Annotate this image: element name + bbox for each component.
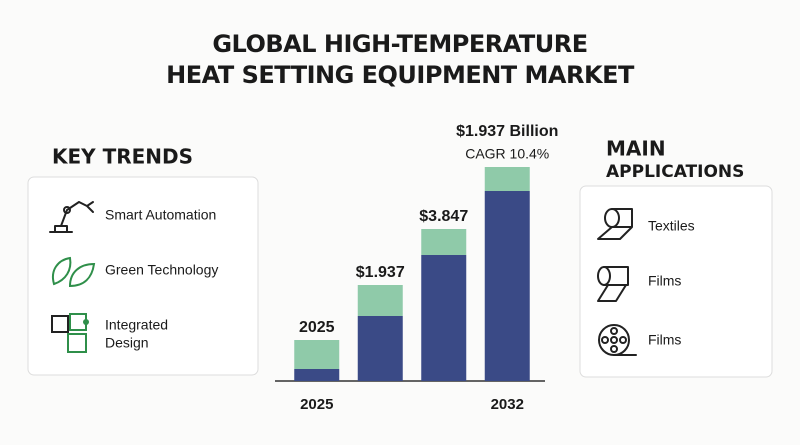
trend-label: Smart Automation (105, 207, 216, 223)
trend-label: Design (105, 335, 149, 351)
application-label: Textiles (648, 218, 695, 234)
trend-label: Green Technology (105, 262, 218, 278)
application-label: Films (648, 273, 681, 289)
title-line: HEAT SETTING EQUIPMENT MARKET (166, 61, 635, 89)
fabric-roll-icon (597, 208, 633, 240)
x-tick-label: 2025 (300, 396, 333, 413)
bar-segment (484, 167, 530, 191)
bar-segment (421, 255, 467, 381)
puzzle-icon (51, 313, 89, 353)
bar-segment (357, 316, 403, 381)
bar-label: $1.937 (356, 264, 405, 281)
bar-label: $3.847 (419, 208, 468, 225)
x-tick-label: 2032 (491, 396, 524, 413)
bar-segment (294, 340, 340, 369)
film-roll-icon (597, 266, 629, 302)
section-title: MAIN (606, 137, 666, 161)
bar-segment (484, 191, 530, 381)
trend-label: Integrated (105, 317, 168, 333)
bar-segment (357, 285, 403, 316)
bar-label: $1.937 Billion (456, 123, 558, 140)
title-line: GLOBAL HIGH-TEMPERATURE (212, 30, 587, 58)
section-title: APPLICATIONS (606, 162, 744, 182)
bar-segment (294, 369, 340, 381)
section-title: KEY TRENDS (52, 145, 193, 169)
film-reel-icon (598, 324, 637, 356)
application-label: Films (648, 332, 681, 348)
bar-label: CAGR 10.4% (465, 146, 549, 162)
leaf-icon (52, 256, 96, 288)
robot-icon (49, 201, 94, 233)
bar-label: 2025 (299, 319, 335, 336)
bar-segment (421, 229, 467, 255)
applications-box (579, 185, 773, 378)
